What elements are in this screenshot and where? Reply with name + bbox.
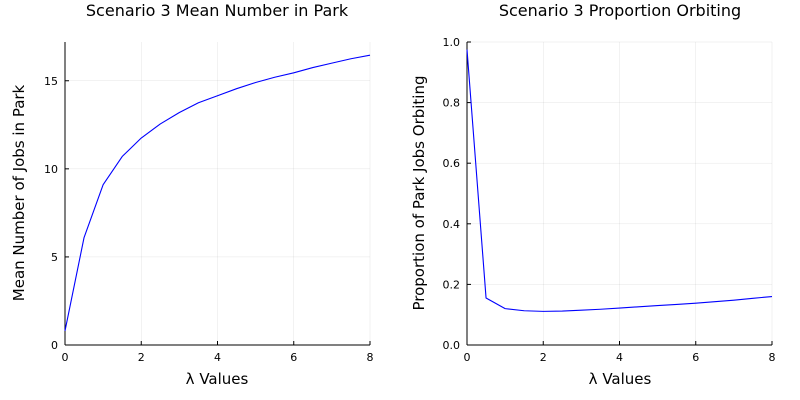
x-tick-label: 8 bbox=[367, 351, 374, 364]
x-tick-label: 8 bbox=[769, 351, 776, 364]
x-tick-label: 6 bbox=[692, 351, 699, 364]
y-tick-label: 0.4 bbox=[443, 218, 461, 231]
x-tick-label: 6 bbox=[290, 351, 297, 364]
x-axis-label: λ Values bbox=[589, 370, 652, 388]
series-line bbox=[466, 49, 773, 312]
y-tick-label: 0 bbox=[51, 339, 58, 352]
chart-panel-2: 0 2 4 6 8 0.0 0.2 0.4 0.6 0.8 1.0 Scenario 3 Propor… bbox=[410, 1, 776, 388]
y-axis-label: Proportion of Park Jobs Orbiting bbox=[410, 75, 428, 310]
x-tick-label: 0 bbox=[464, 351, 471, 364]
chart-title: Scenario 3 Proportion Orbiting bbox=[499, 1, 741, 20]
y-tick-label: 15 bbox=[44, 75, 58, 88]
y-axis-label: Mean Number of Jobs in Park bbox=[10, 84, 28, 301]
x-tick-label: 4 bbox=[616, 351, 623, 364]
y-tick-label: 1.0 bbox=[443, 36, 461, 49]
chart-panel-1: 0 2 4 6 8 0 5 10 15 Scenario 3 Mean Number in Par… bbox=[10, 1, 374, 388]
y-tick-label: 0.0 bbox=[443, 339, 461, 352]
y-tick-label: 0.2 bbox=[443, 278, 461, 291]
x-tick-label: 0 bbox=[62, 351, 69, 364]
x-tick-label: 2 bbox=[540, 351, 547, 364]
chart-title: Scenario 3 Mean Number in Park bbox=[86, 1, 349, 20]
y-tick-label: 10 bbox=[44, 163, 58, 176]
series-line bbox=[64, 54, 371, 332]
y-tick-label: 0.6 bbox=[443, 157, 461, 170]
x-tick-label: 4 bbox=[214, 351, 221, 364]
x-axis-label: λ Values bbox=[186, 370, 249, 388]
y-tick-label: 5 bbox=[51, 251, 58, 264]
x-tick-label: 2 bbox=[138, 351, 145, 364]
y-tick-label: 0.8 bbox=[443, 97, 461, 110]
